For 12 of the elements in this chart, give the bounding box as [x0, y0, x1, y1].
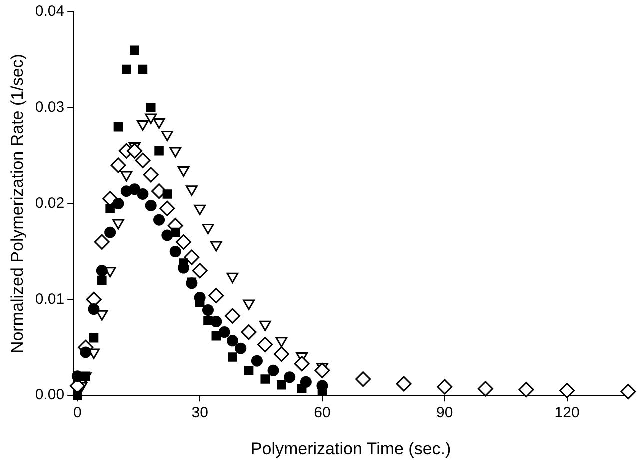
y-tick-label: 0.01 [35, 290, 65, 308]
x-tick-label: 0 [74, 404, 82, 422]
x-tick-label: 90 [436, 404, 454, 422]
x-axis-title: Polymerization Time (sec.) [250, 439, 452, 458]
y-tick-label: 0.02 [35, 194, 65, 212]
x-tick-label: 30 [192, 404, 208, 422]
x-tick-label: 120 [554, 404, 580, 422]
y-axis-title: Normalized Polymerization Rate (1/sec) [8, 54, 27, 354]
x-tick-label: 60 [314, 404, 331, 422]
y-tick-label: 0.03 [35, 99, 65, 116]
y-tick-label: 0.00 [35, 386, 65, 404]
y-tick-label: 0.04 [35, 3, 65, 20]
